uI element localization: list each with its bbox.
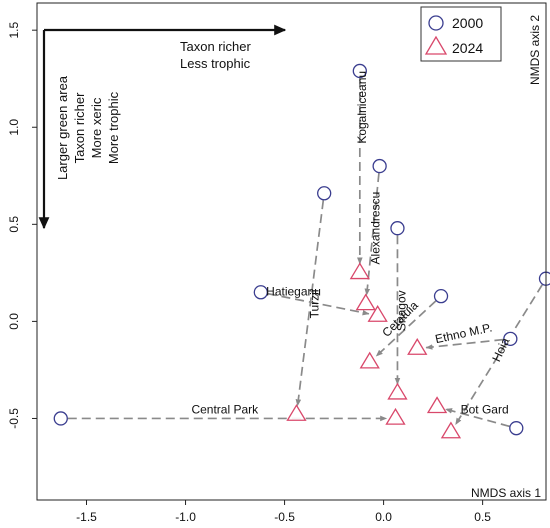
site-label: Bot Gard (461, 403, 509, 417)
vertical-annotation-line: More xeric (89, 97, 104, 158)
x-tick-label: -1.0 (175, 510, 196, 524)
trajectory-arrow (295, 200, 325, 407)
point-2000 (390, 221, 405, 236)
point-2024 (355, 293, 376, 311)
point-2024 (367, 305, 388, 322)
data-points (53, 63, 550, 439)
site-label: Snagov (394, 290, 408, 331)
legend: 2000 2024 (420, 6, 502, 62)
x-tick-label: 0.5 (474, 510, 491, 524)
y-tick-label: 1.0 (7, 119, 21, 136)
y-axis-title: NMDS axis 2 (528, 15, 542, 85)
site-label: Alexandrescu (368, 192, 382, 265)
point-2000 (538, 271, 550, 286)
gradient-annotations: Taxon richer Less trophic Larger green are… (38, 24, 287, 230)
point-2000 (317, 186, 332, 201)
site-label: Hatieganu (266, 285, 321, 299)
x-tick-label: 0.0 (375, 510, 392, 524)
site-label: Central Park (191, 402, 259, 416)
horizontal-annotation-line: Taxon richer (180, 39, 251, 54)
point-2000 (433, 289, 449, 304)
trajectory-arrow (364, 172, 380, 296)
point-2000 (503, 331, 518, 347)
axes: -1.5 -1.0 -0.5 0.0 0.5 -0.5 0.0 0.5 1.0 1.5 NMDS a… (7, 2, 547, 524)
y-tick-label: 1.5 (7, 22, 21, 39)
x-tick-label: -0.5 (274, 510, 295, 524)
site-label: Turzii (307, 289, 321, 318)
trajectory-arrow (267, 292, 370, 316)
point-2024 (359, 351, 380, 369)
legend-marker-2024 (424, 35, 448, 55)
point-2000 (253, 285, 268, 300)
vertical-annotation-line: Larger green area (55, 75, 70, 180)
point-2024 (407, 338, 428, 355)
x-tick-label: -1.5 (76, 510, 97, 524)
horizontal-annotation-line: Less trophic (180, 56, 251, 71)
trajectory-arrow (445, 408, 510, 428)
y-tick-label: 0.5 (7, 216, 21, 233)
point-2000 (509, 421, 524, 436)
site-label: Kogalniceanu (355, 71, 369, 144)
legend-marker-2000 (428, 15, 444, 31)
x-axis-title: NMDS axis 1 (471, 486, 541, 500)
plot-frame (36, 2, 547, 501)
y-tick-label: -0.5 (7, 408, 21, 429)
point-2024 (387, 382, 408, 400)
point-2000 (352, 63, 367, 79)
point-2024 (349, 262, 370, 280)
legend-label-2000: 2000 (452, 15, 483, 31)
point-2024 (440, 421, 462, 439)
legend-label-2024: 2024 (452, 40, 483, 56)
point-2024 (385, 407, 406, 425)
point-2000 (372, 158, 387, 174)
point-2000 (53, 411, 68, 426)
trajectory-arrow (425, 338, 504, 350)
point-2024 (286, 404, 307, 421)
y-tick-label: 0.0 (7, 313, 21, 330)
point-2024 (426, 396, 448, 414)
vertical-annotation-line: More trophic (106, 91, 121, 164)
vertical-annotation-line: Taxon richer (72, 92, 87, 163)
trajectory-arrows (67, 77, 544, 428)
